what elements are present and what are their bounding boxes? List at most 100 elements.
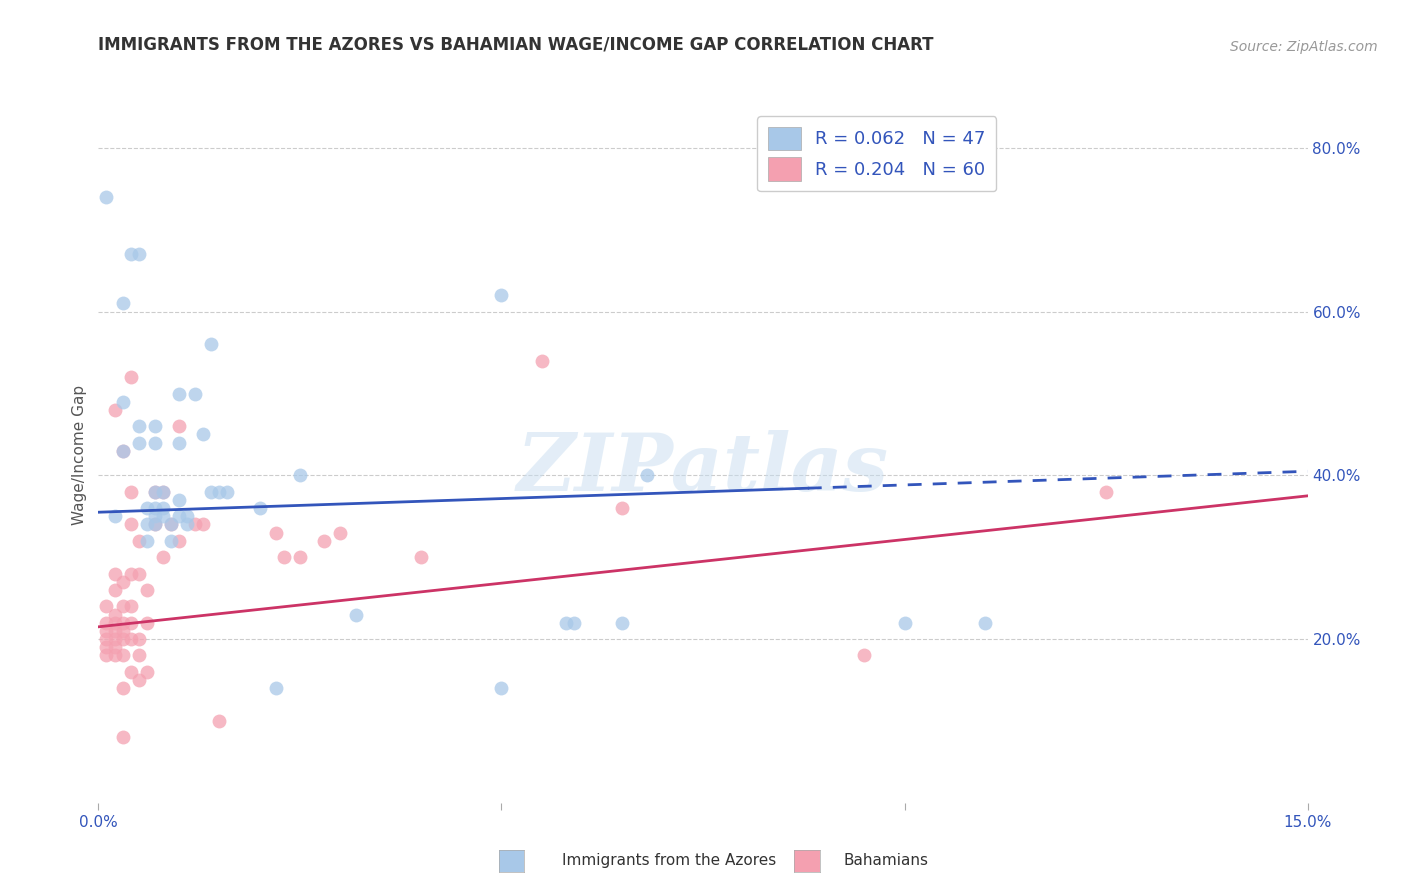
Point bbox=[111, 574, 134, 589]
Point bbox=[135, 501, 157, 516]
Point bbox=[120, 517, 142, 532]
Point bbox=[249, 501, 271, 516]
Point bbox=[152, 484, 174, 499]
Point bbox=[128, 435, 150, 450]
Point bbox=[329, 525, 352, 540]
Point bbox=[184, 386, 207, 401]
Point bbox=[103, 403, 125, 417]
Point bbox=[200, 337, 222, 351]
Point bbox=[111, 394, 134, 409]
Point bbox=[288, 468, 311, 483]
Point bbox=[160, 533, 183, 548]
Point bbox=[143, 484, 166, 499]
Point bbox=[143, 517, 166, 532]
Point bbox=[96, 615, 118, 630]
Point bbox=[120, 484, 142, 499]
Point bbox=[120, 370, 142, 384]
Point bbox=[120, 599, 142, 614]
Text: Bahamians: Bahamians bbox=[844, 854, 928, 868]
Point bbox=[167, 386, 190, 401]
Point bbox=[96, 632, 118, 646]
Point bbox=[103, 607, 125, 622]
Point bbox=[111, 615, 134, 630]
Point bbox=[143, 501, 166, 516]
Point bbox=[128, 247, 150, 261]
Point bbox=[96, 640, 118, 655]
Point bbox=[111, 443, 134, 458]
Point bbox=[152, 501, 174, 516]
Point bbox=[103, 509, 125, 524]
Point bbox=[111, 731, 134, 745]
Point bbox=[491, 288, 513, 302]
Point bbox=[974, 615, 997, 630]
Point bbox=[111, 648, 134, 663]
Point bbox=[314, 533, 336, 548]
Point bbox=[636, 468, 658, 483]
Point bbox=[135, 533, 157, 548]
Point bbox=[555, 615, 578, 630]
Point bbox=[143, 484, 166, 499]
Point bbox=[128, 533, 150, 548]
Point bbox=[612, 615, 634, 630]
Point bbox=[152, 509, 174, 524]
Point bbox=[167, 533, 190, 548]
Point bbox=[167, 419, 190, 434]
Y-axis label: Wage/Income Gap: Wage/Income Gap bbox=[72, 384, 87, 525]
Point bbox=[160, 517, 183, 532]
Point bbox=[103, 566, 125, 581]
Point bbox=[135, 582, 157, 597]
Point bbox=[111, 632, 134, 646]
Point bbox=[120, 615, 142, 630]
Point bbox=[103, 648, 125, 663]
Point bbox=[530, 353, 553, 368]
Point bbox=[217, 484, 239, 499]
Point bbox=[288, 550, 311, 565]
Text: Source: ZipAtlas.com: Source: ZipAtlas.com bbox=[1230, 39, 1378, 54]
Point bbox=[128, 632, 150, 646]
Point bbox=[193, 427, 215, 442]
Point bbox=[152, 550, 174, 565]
Text: IMMIGRANTS FROM THE AZORES VS BAHAMIAN WAGE/INCOME GAP CORRELATION CHART: IMMIGRANTS FROM THE AZORES VS BAHAMIAN W… bbox=[98, 36, 934, 54]
Point bbox=[208, 484, 231, 499]
Point bbox=[103, 624, 125, 638]
Point bbox=[167, 509, 190, 524]
Legend: R = 0.062   N = 47, R = 0.204   N = 60: R = 0.062 N = 47, R = 0.204 N = 60 bbox=[758, 116, 997, 192]
Point bbox=[135, 517, 157, 532]
Point bbox=[264, 681, 287, 696]
Point bbox=[167, 435, 190, 450]
Point bbox=[135, 665, 157, 679]
Point bbox=[409, 550, 432, 565]
Point bbox=[111, 599, 134, 614]
Point bbox=[152, 484, 174, 499]
Point bbox=[167, 492, 190, 507]
Point bbox=[208, 714, 231, 728]
Point bbox=[273, 550, 295, 565]
Point bbox=[1095, 484, 1118, 499]
Point bbox=[176, 517, 198, 532]
Point bbox=[96, 190, 118, 204]
Point bbox=[176, 509, 198, 524]
Point bbox=[103, 640, 125, 655]
Point bbox=[143, 517, 166, 532]
Text: ZIPatlas: ZIPatlas bbox=[517, 430, 889, 508]
Point bbox=[135, 615, 157, 630]
Point bbox=[96, 648, 118, 663]
Point bbox=[853, 648, 876, 663]
Point bbox=[103, 582, 125, 597]
Point bbox=[128, 648, 150, 663]
Point bbox=[344, 607, 367, 622]
Point bbox=[111, 296, 134, 310]
Point bbox=[111, 681, 134, 696]
Point bbox=[120, 665, 142, 679]
Point bbox=[264, 525, 287, 540]
Point bbox=[143, 509, 166, 524]
Point bbox=[200, 484, 222, 499]
Point bbox=[184, 517, 207, 532]
Point bbox=[103, 632, 125, 646]
Point bbox=[120, 247, 142, 261]
Point bbox=[143, 435, 166, 450]
Point bbox=[103, 615, 125, 630]
Point bbox=[612, 501, 634, 516]
Point bbox=[128, 673, 150, 687]
Text: Immigrants from the Azores: Immigrants from the Azores bbox=[562, 854, 776, 868]
